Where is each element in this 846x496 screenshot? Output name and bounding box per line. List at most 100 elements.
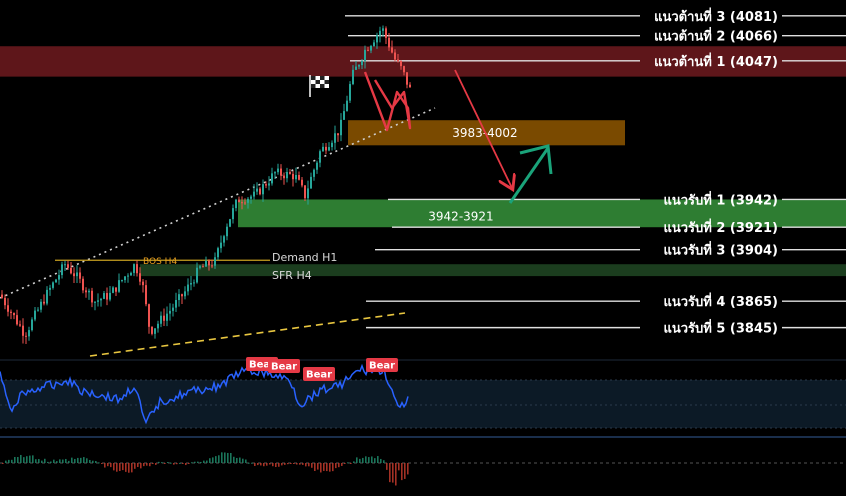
histogram-bar	[11, 459, 13, 463]
histogram-bar	[263, 463, 265, 467]
support-label-2: แนวรับที่ 3 (3904)	[663, 241, 778, 259]
candle-body	[307, 188, 309, 199]
candle-body	[409, 84, 411, 88]
histogram-bar	[290, 463, 292, 464]
histogram-bar	[146, 463, 148, 466]
candle-body	[382, 28, 384, 31]
histogram-bar	[320, 463, 322, 473]
candle-body	[304, 185, 306, 199]
candle-body	[58, 275, 60, 280]
histogram-bar	[293, 463, 295, 464]
histogram-bar	[128, 463, 130, 473]
candle-body	[172, 307, 174, 311]
candle-body	[49, 287, 51, 290]
histogram-bar	[329, 463, 331, 472]
checkered-flag-icon	[309, 75, 329, 97]
histogram-bar	[284, 463, 286, 465]
histogram-bar	[149, 463, 151, 467]
histogram-bar	[101, 463, 103, 464]
candle-body	[367, 49, 369, 51]
candle-body	[37, 309, 39, 311]
histogram-bar	[359, 458, 361, 463]
candle-body	[370, 46, 372, 51]
histogram-bar	[134, 463, 136, 469]
candle-body	[274, 172, 276, 174]
candle-body	[211, 265, 213, 267]
histogram-bar	[350, 463, 352, 464]
candle-body	[316, 162, 318, 170]
candle-body	[55, 279, 57, 283]
histogram-bar	[386, 463, 388, 470]
histogram-bar	[341, 463, 343, 466]
sfr-h4-label: SFR H4	[272, 269, 312, 282]
zone-label-1: 3942-3921	[428, 209, 493, 223]
histogram-bar	[314, 463, 316, 472]
histogram-bar	[47, 461, 49, 463]
histogram-bar	[140, 463, 142, 469]
candle-body	[94, 301, 96, 303]
bear-tag: Bear	[366, 358, 398, 372]
histogram-bar	[89, 459, 91, 463]
histogram-bar	[257, 463, 259, 466]
candle-body	[16, 315, 18, 325]
candle-body	[73, 273, 75, 277]
candle-body	[376, 35, 378, 43]
candle-body	[190, 283, 192, 285]
candle-body	[322, 146, 324, 152]
support-label-1: แนวรับที่ 2 (3921)	[663, 218, 778, 236]
histogram-bar	[53, 459, 55, 463]
histogram-bar	[122, 463, 124, 471]
histogram-bar	[287, 463, 289, 465]
candle-body	[82, 278, 84, 291]
candle-body	[148, 304, 150, 327]
histogram-panel	[0, 452, 846, 486]
forecast-down-arrow	[454, 69, 512, 188]
histogram-bar	[119, 463, 121, 472]
candle-body	[280, 168, 282, 176]
histogram-bar	[335, 463, 337, 469]
candle-body	[88, 290, 90, 293]
price-zones	[0, 46, 846, 277]
candle-body	[235, 199, 237, 209]
resistance-label-1: แนวต้านที่ 2 (4066)	[654, 27, 778, 45]
histogram-bar	[404, 463, 406, 479]
histogram-bar	[68, 460, 70, 463]
candle-body	[145, 285, 147, 305]
histogram-bar	[59, 459, 61, 463]
candle-body	[160, 315, 162, 324]
histogram-bar	[395, 463, 397, 486]
histogram-bar	[392, 463, 394, 483]
histogram-bar	[86, 458, 88, 463]
histogram-bar	[212, 457, 214, 463]
histogram-bar	[113, 463, 115, 471]
zone-1	[238, 199, 846, 228]
price-candles	[1, 25, 411, 344]
histogram-bar	[80, 457, 82, 463]
histogram-bar	[71, 457, 73, 463]
histogram-bar	[302, 463, 304, 465]
histogram-bar	[155, 463, 157, 465]
level-lines	[345, 15, 846, 329]
candle-body	[100, 298, 102, 301]
candle-body	[295, 174, 297, 180]
candle-body	[118, 280, 120, 292]
histogram-bar	[167, 462, 169, 464]
histogram-bar	[158, 461, 160, 463]
histogram-bar	[278, 463, 280, 467]
histogram-bar	[296, 463, 298, 465]
candle-body	[28, 330, 30, 337]
candle-body	[244, 202, 246, 204]
demand-h1-label: Demand H1	[272, 251, 337, 264]
candle-body	[406, 72, 408, 85]
histogram-bar	[362, 457, 364, 463]
histogram-bar	[74, 458, 76, 463]
candle-body	[265, 184, 267, 186]
histogram-bar	[179, 462, 181, 464]
histogram-bar	[200, 461, 202, 463]
candle-body	[241, 202, 243, 204]
candle-body	[139, 273, 141, 282]
histogram-bar	[38, 459, 40, 463]
candle-body	[115, 287, 117, 292]
histogram-bar	[164, 463, 166, 464]
